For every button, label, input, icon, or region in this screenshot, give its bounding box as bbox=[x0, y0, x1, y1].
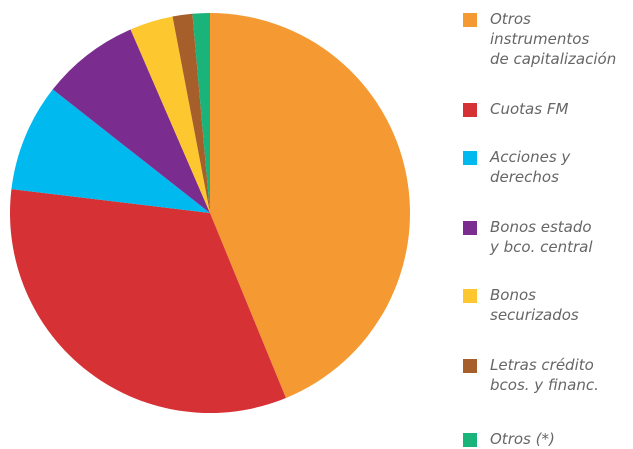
legend-swatch bbox=[463, 151, 477, 165]
legend-swatch bbox=[463, 289, 477, 303]
legend-item: Letras crédito bcos. y financ. bbox=[463, 355, 599, 395]
legend-swatch bbox=[463, 359, 477, 373]
pie-slice bbox=[52, 29, 211, 213]
legend-label: Bonos estado y bco. central bbox=[490, 218, 593, 256]
legend-swatch bbox=[463, 433, 477, 447]
legend-item: Bonos securizados bbox=[463, 285, 579, 325]
legend-item: Cuotas FM bbox=[463, 99, 568, 119]
chart bbox=[9, 13, 411, 413]
pie-slice bbox=[130, 16, 210, 214]
legend-swatch bbox=[463, 221, 477, 235]
pie-slice bbox=[9, 189, 286, 413]
pie-slice bbox=[210, 13, 411, 399]
legend-label: Letras crédito bcos. y financ. bbox=[490, 356, 599, 394]
legend-label: Otros instrumentos de capitalización bbox=[490, 10, 617, 68]
legend-item: Acciones y derechos bbox=[463, 147, 570, 187]
legend-item: Otros (*) bbox=[463, 429, 555, 449]
legend-item: Bonos estado y bco. central bbox=[463, 217, 593, 257]
legend-label: Otros (*) bbox=[490, 430, 555, 448]
legend-swatch bbox=[463, 13, 477, 27]
pie-slice bbox=[172, 13, 210, 213]
pie-slice bbox=[192, 13, 210, 213]
legend-label: Acciones y derechos bbox=[490, 148, 571, 186]
pie-slice bbox=[11, 89, 211, 213]
legend-label: Cuotas FM bbox=[490, 100, 569, 118]
legend-swatch bbox=[463, 103, 477, 117]
legend-label: Bonos securizados bbox=[490, 286, 579, 324]
legend-item: Otros instrumentos de capitalización bbox=[463, 9, 616, 69]
